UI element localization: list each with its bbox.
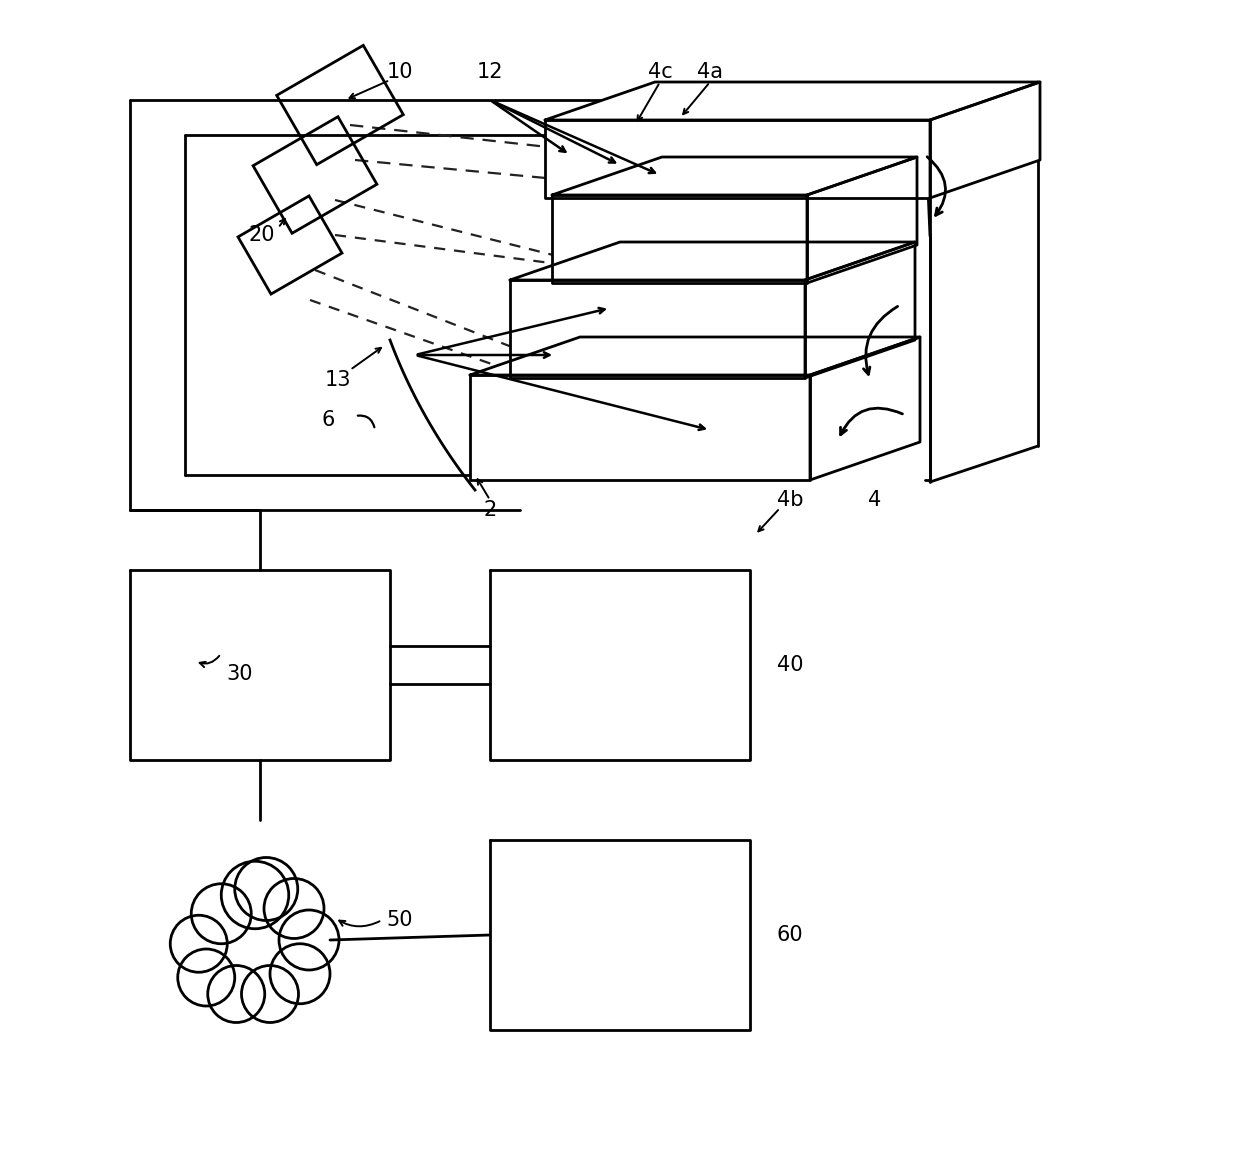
Text: 2: 2 [484,501,497,520]
Text: 10: 10 [387,62,413,81]
Polygon shape [510,281,805,378]
Polygon shape [470,375,810,480]
Polygon shape [490,570,750,760]
Text: 40: 40 [776,655,804,675]
Text: 4: 4 [868,490,882,510]
Text: 60: 60 [776,925,804,945]
Polygon shape [807,157,918,283]
Polygon shape [130,570,391,760]
Text: 20: 20 [249,225,275,244]
Polygon shape [546,81,1040,120]
Text: 12: 12 [476,62,503,81]
Text: 50: 50 [387,910,413,930]
Polygon shape [552,157,918,196]
Polygon shape [930,81,1040,198]
Text: 4a: 4a [697,62,723,81]
Text: 4b: 4b [776,490,804,510]
Polygon shape [552,196,807,283]
Text: 6: 6 [321,410,335,430]
Polygon shape [490,840,750,1030]
Text: 4c: 4c [647,62,672,81]
Text: 30: 30 [226,665,253,684]
Polygon shape [805,242,915,378]
Polygon shape [510,242,915,281]
Polygon shape [546,120,930,198]
Polygon shape [470,338,920,375]
Polygon shape [810,338,920,480]
Text: 13: 13 [325,370,351,390]
